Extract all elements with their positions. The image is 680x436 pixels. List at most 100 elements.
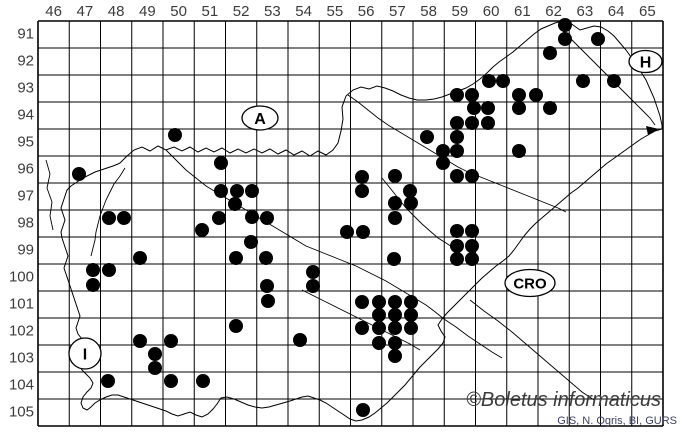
occurrence-dot bbox=[168, 128, 182, 142]
occurrence-dot bbox=[372, 308, 386, 322]
occurrence-dot bbox=[450, 144, 464, 158]
x-axis-label: 48 bbox=[108, 3, 125, 20]
occurrence-dot bbox=[388, 321, 402, 335]
country-oval bbox=[628, 49, 663, 74]
occurrence-dot bbox=[543, 101, 557, 115]
x-axis-label: 57 bbox=[389, 3, 406, 20]
river-soca bbox=[90, 167, 126, 257]
x-axis-label: 54 bbox=[295, 3, 312, 20]
occurrence-dot bbox=[355, 184, 369, 198]
occurrence-dot bbox=[558, 32, 572, 46]
occurrence-dot bbox=[102, 263, 116, 277]
x-axis-label: 60 bbox=[483, 3, 500, 20]
y-axis-label: 96 bbox=[17, 161, 34, 178]
river-savinja bbox=[381, 177, 453, 248]
east-tip-mark bbox=[646, 126, 659, 135]
occurrence-dot bbox=[86, 278, 100, 292]
occurrence-dot bbox=[72, 167, 86, 181]
occurrence-dot bbox=[261, 294, 275, 308]
country-oval-label: I bbox=[83, 346, 87, 363]
y-axis-label: 104 bbox=[9, 377, 34, 394]
y-axis-label: 100 bbox=[9, 269, 34, 286]
occurrence-dot bbox=[450, 116, 464, 130]
occurrence-dot bbox=[388, 196, 402, 210]
occurrence-dot bbox=[465, 239, 479, 253]
occurrence-dot bbox=[558, 18, 572, 32]
occurrence-dot bbox=[355, 170, 369, 184]
y-axis-label: 103 bbox=[9, 350, 34, 367]
x-axis-label: 49 bbox=[139, 3, 156, 20]
occurrence-dot bbox=[133, 334, 147, 348]
y-axis-label: 101 bbox=[9, 296, 34, 313]
occurrence-dot bbox=[228, 197, 242, 211]
occurrence-dot bbox=[404, 295, 418, 309]
occurrence-dot bbox=[214, 156, 228, 170]
y-axis-label: 92 bbox=[17, 53, 34, 70]
occurrence-dot bbox=[496, 74, 510, 88]
y-axis-label: 99 bbox=[17, 242, 34, 259]
country-labels-layer: A H CRO I bbox=[68, 49, 663, 370]
occurrence-dot bbox=[450, 239, 464, 253]
occurrence-dot bbox=[117, 211, 131, 225]
occurrence-dot bbox=[450, 88, 464, 102]
occurrence-dot bbox=[450, 169, 464, 183]
occurrence-dot bbox=[230, 184, 244, 198]
occurrence-dot bbox=[355, 321, 369, 335]
occurrence-dot bbox=[229, 251, 243, 265]
occurrence-dot bbox=[450, 252, 464, 266]
y-axis-label: 95 bbox=[17, 134, 34, 151]
occurrence-dot bbox=[512, 88, 526, 102]
occurrence-dot bbox=[306, 265, 320, 279]
occurrence-dot bbox=[260, 279, 274, 293]
x-axis-label: 58 bbox=[420, 3, 437, 20]
occurrence-dot bbox=[420, 130, 434, 144]
x-axis-label: 50 bbox=[170, 3, 187, 20]
grid-layer: 46 47 48 49 50 51 52 53 54 55 56 57 58 59 60 61 62 63 64 65… bbox=[9, 3, 664, 427]
occurrence-dot bbox=[450, 224, 464, 238]
river-krka bbox=[301, 289, 421, 351]
country-oval-label: H bbox=[640, 54, 652, 71]
occurrence-dot bbox=[512, 101, 526, 115]
x-axis-label: 56 bbox=[358, 3, 375, 20]
occurrence-dot bbox=[260, 211, 274, 225]
occurrence-dot bbox=[133, 251, 147, 265]
watermark: ©Boletus informaticus bbox=[466, 389, 661, 411]
occurrence-dot bbox=[465, 252, 479, 266]
occurrence-dot bbox=[101, 374, 115, 388]
occurrence-dot bbox=[481, 116, 495, 130]
occurrence-dot bbox=[465, 116, 479, 130]
x-axis-label: 51 bbox=[202, 3, 219, 20]
occurrence-dot bbox=[356, 403, 370, 417]
country-oval-label: CRO bbox=[513, 275, 547, 292]
y-axis-label: 93 bbox=[17, 80, 34, 97]
occurrence-dot bbox=[607, 74, 621, 88]
occurrence-dot bbox=[450, 130, 464, 144]
occurrence-dot bbox=[340, 225, 354, 239]
x-axis-label: 61 bbox=[514, 3, 531, 20]
occurrence-dot bbox=[465, 224, 479, 238]
occurrence-dot bbox=[404, 308, 418, 322]
country-oval bbox=[504, 268, 556, 298]
occurrence-dot bbox=[467, 101, 481, 115]
occurrence-dot bbox=[372, 321, 386, 335]
occurrence-dot bbox=[356, 225, 370, 239]
occurrence-dot bbox=[388, 308, 402, 322]
occurrence-dot bbox=[195, 223, 209, 237]
occurrence-dot bbox=[482, 74, 496, 88]
country-oval bbox=[68, 337, 102, 370]
x-axis-label: 65 bbox=[639, 3, 656, 20]
occurrence-dot bbox=[148, 347, 162, 361]
occurrence-dot bbox=[403, 184, 417, 198]
occurrence-dot bbox=[306, 279, 320, 293]
occurrence-dot bbox=[196, 374, 210, 388]
country-oval bbox=[241, 105, 279, 131]
y-axis-label: 105 bbox=[9, 404, 34, 421]
occurrence-dot bbox=[436, 156, 450, 170]
occurrence-dot bbox=[388, 336, 402, 350]
x-axis-label: 59 bbox=[452, 3, 469, 20]
river-sava bbox=[165, 149, 503, 359]
stream-southeast bbox=[469, 299, 595, 401]
dots-layer bbox=[72, 18, 621, 417]
